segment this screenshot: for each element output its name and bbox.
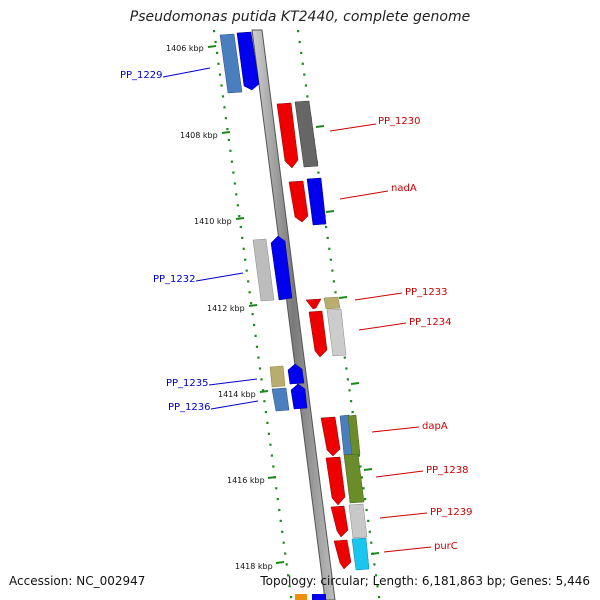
gene-nada[interactable] [288, 177, 327, 226]
leader-line [195, 272, 244, 282]
leader-line [358, 322, 407, 331]
accession-text: Accession: NC_002947 [9, 574, 146, 588]
gene-label-text: PP_1239 [430, 507, 473, 518]
svg-text:1416 kbp: 1416 kbp [227, 476, 265, 485]
right-tick-marks [315, 125, 380, 555]
gene-label-text: nadA [391, 183, 417, 194]
tick-1408: 1408 kbp [180, 131, 231, 140]
gene-pp1238[interactable] [325, 453, 365, 506]
gene-label-purc[interactable]: purC [383, 541, 458, 553]
leader-line [354, 292, 403, 301]
leader-line [383, 546, 432, 553]
gene-pp1233[interactable] [305, 296, 341, 310]
leader-line [371, 426, 420, 433]
leader-line [375, 470, 424, 478]
genome-summary-text: Topology: circular; Length: 6,181,863 bp… [260, 574, 590, 588]
gene-label-pp1234[interactable]: PP_1234 [358, 317, 452, 331]
gene-purc[interactable] [333, 537, 370, 571]
gene-label-pp1230[interactable]: PP_1230 [329, 116, 421, 132]
genome-backbone [251, 29, 336, 600]
tick-1410: 1410 kbp [194, 217, 245, 226]
gene-pp1239[interactable] [330, 503, 368, 539]
gene-label-nada[interactable]: nadA [339, 183, 417, 200]
gene-label-text: purC [434, 541, 458, 552]
leader-line [210, 400, 259, 410]
svg-text:1406 kbp: 1406 kbp [166, 44, 204, 53]
leader-line [339, 190, 389, 200]
gene-pp1234[interactable] [308, 308, 347, 358]
gene-label-pp1235[interactable]: PP_1235 [166, 378, 258, 389]
tick-1406: 1406 kbp [166, 44, 217, 53]
gene-pp1236[interactable] [271, 383, 308, 412]
svg-text:1414 kbp: 1414 kbp [218, 390, 256, 399]
gene-label-text: PP_1233 [405, 287, 448, 298]
gene-label-pp1238[interactable]: PP_1238 [375, 465, 469, 478]
map-title: Pseudomonas putida KT2440, complete geno… [129, 9, 471, 25]
gene-label-text: PP_1230 [378, 116, 421, 127]
gene-label-text: PP_1236 [168, 402, 211, 413]
gene-label-text: PP_1234 [409, 317, 452, 328]
gene-pp1232[interactable] [252, 235, 293, 302]
tick-1418: 1418 kbp [235, 561, 285, 571]
gene-label-pp1233[interactable]: PP_1233 [354, 287, 448, 301]
svg-text:1418 kbp: 1418 kbp [235, 562, 273, 571]
gene-label-text: PP_1232 [153, 274, 196, 285]
gene-dapa[interactable] [320, 414, 361, 457]
leader-line [162, 67, 211, 78]
gene-pp1229[interactable] [219, 31, 260, 94]
svg-text:1408 kbp: 1408 kbp [180, 131, 218, 140]
gene-label-text: dapA [422, 421, 448, 432]
tick-1414: 1414 kbp [218, 390, 269, 399]
gene-label-text: PP_1229 [120, 70, 163, 81]
svg-text:1412 kbp: 1412 kbp [207, 304, 245, 313]
tick-1412: 1412 kbp [207, 304, 258, 313]
gene-label-text: PP_1235 [166, 378, 209, 389]
tick-1416: 1416 kbp [227, 476, 277, 485]
gc-dots-left [213, 30, 293, 599]
gene-label-pp1236[interactable]: PP_1236 [168, 400, 259, 413]
gene-pp1235[interactable] [269, 363, 305, 388]
leader-line [379, 512, 428, 519]
gene-label-pp1232[interactable]: PP_1232 [153, 272, 244, 285]
gene-label-pp1229[interactable]: PP_1229 [120, 67, 211, 81]
svg-text:1410 kbp: 1410 kbp [194, 217, 232, 226]
gene-partial-bottom [295, 594, 326, 600]
gene-pp1230[interactable] [276, 100, 319, 169]
leader-line [329, 123, 377, 132]
gene-label-pp1239[interactable]: PP_1239 [379, 507, 473, 519]
gene-label-text: PP_1238 [426, 465, 469, 476]
gene-label-dapa[interactable]: dapA [371, 421, 448, 433]
leader-line [208, 378, 258, 386]
